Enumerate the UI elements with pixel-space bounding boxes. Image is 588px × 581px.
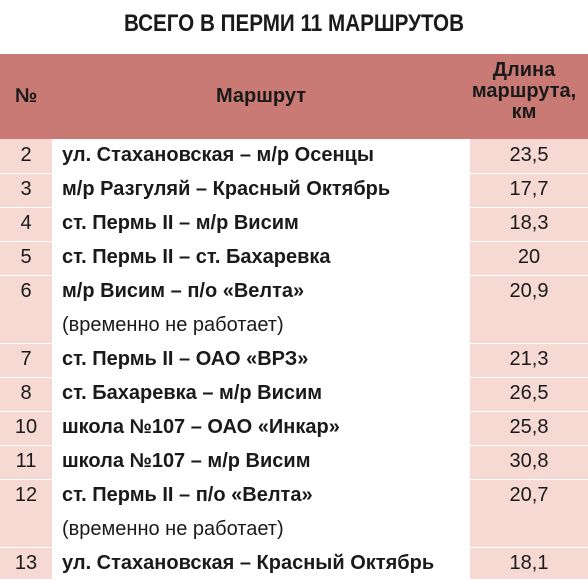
row-separator: [0, 377, 52, 378]
row-separator: [470, 241, 588, 242]
length-column-background: [470, 139, 588, 579]
route-length: 23,5: [509, 144, 549, 166]
route-number: 12: [14, 484, 38, 506]
route-number: 10: [14, 416, 38, 438]
header-route: Маршрут: [215, 85, 307, 107]
route-name: школа №107 – ОАО «Инкар»: [62, 416, 340, 438]
table-row: 3 м/р Разгуляй – Красный Октябрь 17,7: [0, 173, 588, 207]
header-number: №: [14, 85, 38, 107]
route-note: (временно не работает): [62, 314, 284, 336]
row-separator: [0, 275, 52, 276]
route-number: 7: [20, 348, 32, 370]
table-row: 5 ст. Пермь II – ст. Бахаревка 20: [0, 241, 588, 275]
route-name: ст. Бахаревка – м/р Висим: [62, 382, 323, 404]
table-row: 11 школа №107 – м/р Висим 30,8: [0, 445, 588, 479]
row-separator: [470, 411, 588, 412]
number-column-background: [0, 139, 52, 579]
route-number: 6: [20, 280, 32, 302]
row-separator: [0, 173, 52, 174]
route-length: 20,9: [509, 280, 549, 302]
route-length: 30,8: [509, 450, 549, 472]
row-separator: [0, 547, 52, 548]
row-separator: [0, 445, 52, 446]
row-separator: [470, 275, 588, 276]
route-name: ст. Пермь II – ст. Бахаревка: [62, 246, 331, 268]
row-separator: [470, 207, 588, 208]
route-number: 5: [20, 246, 32, 268]
table-row: 12 ст. Пермь II – п/о «Велта» (временно не…: [0, 479, 588, 547]
row-separator: [0, 411, 52, 412]
route-name: ст. Пермь II – м/р Висим: [62, 212, 299, 234]
route-number: 4: [20, 212, 32, 234]
row-separator: [470, 479, 588, 480]
row-separator: [470, 445, 588, 446]
table-row: 7 ст. Пермь II – ОАО «ВРЗ» 21,3: [0, 343, 588, 377]
route-length: 21,3: [509, 348, 549, 370]
route-length: 20: [517, 246, 541, 268]
table-row: 10 школа №107 – ОАО «Инкар» 25,8: [0, 411, 588, 445]
route-length: 18,3: [509, 212, 549, 234]
route-number: 13: [14, 552, 38, 574]
route-length: 20,7: [509, 484, 549, 506]
route-length: 18,1: [509, 552, 549, 574]
route-number: 8: [20, 382, 32, 404]
row-separator: [470, 547, 588, 548]
route-number: 3: [20, 178, 32, 200]
row-separator: [0, 479, 52, 480]
table-row: 4 ст. Пермь II – м/р Висим 18,3: [0, 207, 588, 241]
route-length: 26,5: [509, 382, 549, 404]
header-length: Длина маршрута, км: [471, 59, 577, 123]
route-name: ул. Стахановская – Красный Октябрь: [62, 552, 435, 574]
table-header: № Маршрут Длина маршрута, км: [0, 54, 588, 139]
table-row: 13 ул. Стахановская – Красный Октябрь 18,1: [0, 547, 588, 581]
table-body: 2 ул. Стахановская – м/р Осенцы 23,5 3 м/р Р…: [0, 139, 588, 579]
table-row: 8 ст. Бахаревка – м/р Висим 26,5: [0, 377, 588, 411]
row-separator: [0, 207, 52, 208]
route-name: ст. Пермь II – ОАО «ВРЗ»: [62, 348, 309, 370]
table-row: 6 м/р Висим – п/о «Велта» (временно не раб…: [0, 275, 588, 343]
table-row: 2 ул. Стахановская – м/р Осенцы 23,5: [0, 139, 588, 173]
route-name: школа №107 – м/р Висим: [62, 450, 311, 472]
page-title: ВСЕГО В ПЕРМИ 11 МАРШРУТОВ: [123, 10, 465, 37]
route-length: 17,7: [509, 178, 549, 200]
route-note: (временно не работает): [62, 518, 284, 540]
route-length: 25,8: [509, 416, 549, 438]
route-name: м/р Висим – п/о «Велта»: [62, 280, 305, 302]
row-separator: [470, 377, 588, 378]
row-separator: [470, 173, 588, 174]
route-number: 11: [15, 450, 37, 472]
route-name: м/р Разгуляй – Красный Октябрь: [62, 178, 391, 200]
row-separator: [0, 241, 52, 242]
route-name: ул. Стахановская – м/р Осенцы: [62, 144, 374, 166]
route-number: 2: [20, 144, 32, 166]
row-separator: [470, 343, 588, 344]
route-name: ст. Пермь II – п/о «Велта»: [62, 484, 313, 506]
row-separator: [0, 343, 52, 344]
